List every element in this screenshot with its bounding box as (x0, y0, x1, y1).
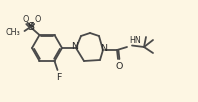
Text: HN: HN (129, 36, 141, 45)
Text: S: S (27, 22, 34, 32)
Text: O: O (22, 14, 29, 23)
Text: O: O (34, 14, 41, 23)
Text: O: O (115, 62, 122, 71)
Text: F: F (56, 73, 61, 82)
Text: CH₃: CH₃ (6, 28, 21, 37)
Text: N: N (101, 44, 108, 53)
Text: N: N (71, 42, 78, 51)
